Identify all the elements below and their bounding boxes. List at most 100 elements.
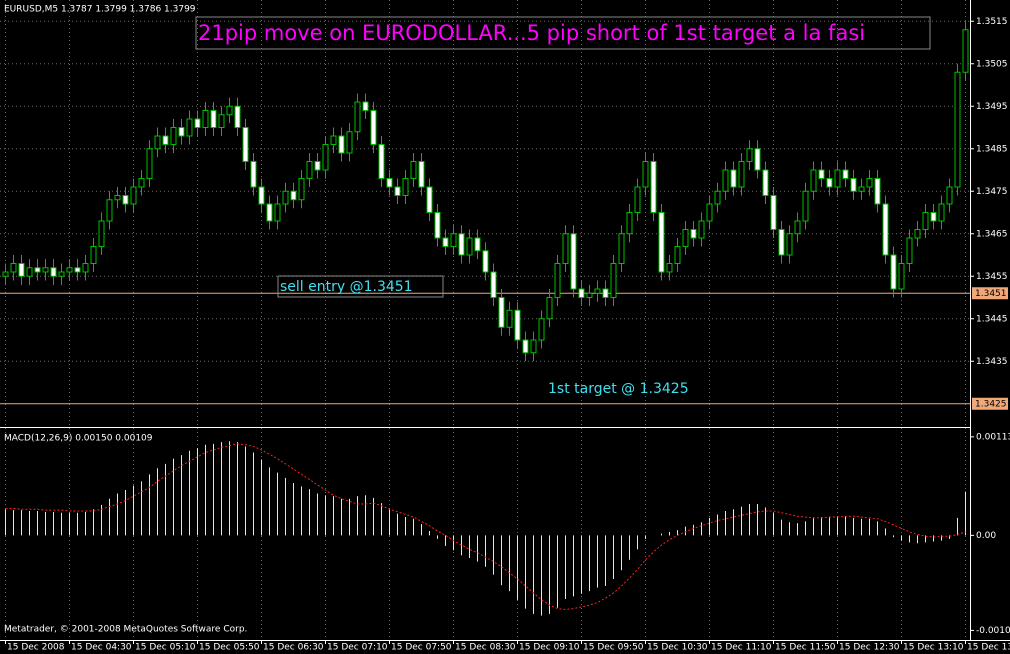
candle-body — [402, 178, 409, 196]
candle-body — [890, 254, 897, 290]
candle-body — [226, 105, 233, 116]
candle-body — [2, 271, 9, 277]
candle-body — [882, 203, 889, 256]
candle-body — [186, 118, 193, 137]
candle-body — [850, 178, 857, 192]
x-tick-label: 15 Dec 06:30 — [263, 643, 324, 653]
candle-body — [162, 135, 169, 145]
candle-body — [34, 267, 41, 273]
candle-body — [490, 271, 497, 298]
candle-body — [698, 220, 705, 239]
candle-body — [938, 203, 945, 222]
candle-body — [194, 118, 201, 128]
candle-body — [738, 161, 745, 188]
candle-body — [714, 190, 721, 205]
candle-body — [378, 144, 385, 179]
candle-body — [706, 203, 713, 222]
candle-body — [730, 169, 737, 188]
level-tag — [972, 287, 1008, 300]
y-tick-label: 1.3485 — [976, 144, 1008, 154]
candle-body — [482, 250, 489, 273]
candle-body — [474, 237, 481, 252]
candle-body — [450, 233, 457, 247]
candle-body — [826, 178, 833, 188]
candle-body — [626, 212, 633, 235]
candle-body — [562, 233, 569, 264]
level-label: 1.3451 — [975, 289, 1007, 299]
candle-body — [314, 161, 321, 171]
x-tick-label: 15 Dec 09:10 — [519, 643, 580, 653]
candle-body — [146, 148, 153, 179]
candle-body — [138, 178, 145, 188]
candle-body — [898, 263, 905, 290]
x-tick-label: 15 Dec 12:30 — [839, 643, 900, 653]
x-tick-label: 15 Dec 07:50 — [391, 643, 452, 653]
annotation: sell entry @1.3451 — [280, 279, 413, 295]
level-label: 1.3425 — [975, 399, 1007, 409]
candle-body — [274, 203, 281, 222]
candle-body — [426, 186, 433, 213]
candle-body — [778, 229, 785, 256]
candle-body — [362, 101, 369, 111]
candle-body — [834, 169, 841, 188]
candle-body — [858, 186, 865, 192]
candle-body — [794, 220, 801, 235]
candle-body — [82, 263, 89, 273]
candle-body — [666, 263, 673, 273]
y-tick-label: 1.3445 — [976, 314, 1008, 324]
y-tick-label: 0.00113 — [976, 432, 1010, 442]
candle-body — [178, 127, 185, 137]
candle-body — [786, 233, 793, 256]
x-tick-label: 15 Dec 09:50 — [583, 643, 644, 653]
candle-body — [674, 246, 681, 264]
candle-body — [746, 148, 753, 162]
chart-title: EURUSD,M5 1.3787 1.3799 1.3786 1.3799 — [4, 5, 196, 15]
candle-body — [594, 288, 601, 294]
candle-body — [506, 309, 513, 328]
x-tick-label: 15 Dec 05:10 — [135, 643, 196, 653]
candle-body — [122, 195, 129, 205]
x-tick-label: 15 Dec 04:30 — [71, 643, 132, 653]
candle-body — [658, 212, 665, 273]
candle-body — [410, 161, 417, 179]
candle-body — [842, 169, 849, 179]
candle-body — [74, 267, 81, 273]
candle-body — [202, 110, 209, 128]
annotation-box — [277, 275, 444, 298]
candle-body — [50, 267, 57, 277]
candle-body — [258, 186, 265, 205]
axis-bg — [970, 0, 1010, 654]
annotation: 21pip move on EURODOLLAR...5 pip short o… — [198, 21, 865, 45]
candle-body — [866, 178, 873, 188]
candle-body — [234, 105, 241, 128]
plot — [0, 0, 970, 640]
candle-body — [818, 169, 825, 179]
candle-body — [690, 229, 697, 239]
candle-body — [106, 199, 113, 222]
candle-body — [282, 190, 289, 205]
y-tick-label: -0.00109 — [976, 626, 1010, 636]
candle-body — [754, 148, 761, 171]
candle-body — [338, 135, 345, 154]
candle-body — [874, 178, 881, 205]
x-tick-label: 15 Dec 07:10 — [327, 643, 388, 653]
candle-body — [762, 169, 769, 196]
candle-body — [250, 161, 257, 188]
candle-body — [546, 297, 553, 320]
candle-body — [210, 110, 217, 128]
candle-body — [770, 195, 777, 230]
candle-body — [930, 212, 937, 222]
candle-body — [618, 233, 625, 264]
annotation-box — [195, 16, 931, 50]
candle-body — [130, 186, 137, 205]
candle-body — [458, 233, 465, 256]
candle-body — [642, 161, 649, 188]
y-tick-label: 1.3505 — [976, 59, 1008, 69]
candle-body — [306, 161, 313, 179]
candle-body — [522, 339, 529, 354]
candle-body — [18, 263, 25, 277]
y-tick-label: 1.3435 — [976, 357, 1008, 367]
x-tick-label: 15 Dec 10:30 — [647, 643, 708, 653]
y-tick-label: 1.3455 — [976, 272, 1008, 282]
